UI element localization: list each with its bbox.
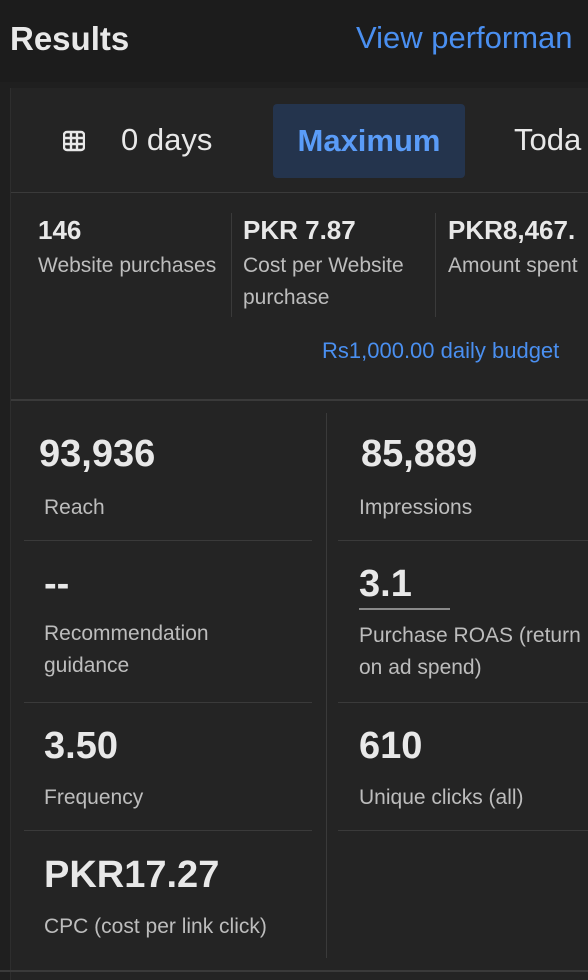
summary-label-line: purchase: [243, 286, 330, 309]
metric-label: Frequency: [44, 786, 144, 809]
metric-frequency[interactable]: 3.50 Frequency: [44, 725, 143, 814]
metric-label-line: guidance: [44, 654, 130, 677]
metric-value: 85,889: [361, 433, 478, 475]
metric-label: Recommendation guidance: [44, 618, 209, 682]
results-card: 0 days Maximum Toda 146 Website purchase…: [10, 88, 588, 980]
view-performance-link[interactable]: View performan: [356, 20, 573, 55]
bottom-divider: [0, 970, 588, 972]
page-title: Results: [10, 20, 130, 57]
tab-days[interactable]: 0 days: [121, 122, 213, 157]
summary-value: PKR 7.87: [243, 215, 356, 245]
tab-today[interactable]: Toda: [514, 122, 582, 157]
metric-value: --: [44, 563, 70, 605]
metric-label: Reach: [44, 496, 105, 519]
metric-value-wrap: 3.1: [359, 563, 581, 610]
row-divider: [24, 830, 312, 831]
metric-label-line: Purchase ROAS (return: [359, 624, 581, 647]
metric-label-line: on ad spend): [359, 656, 482, 679]
metric-reach[interactable]: 93,936 Reach: [39, 433, 155, 524]
summary-label: Cost per Website purchase: [243, 250, 404, 314]
metric-value: 610: [359, 725, 423, 767]
summary-metrics: 146 Website purchases PKR 7.87 Cost per …: [11, 193, 588, 401]
metric-purchase-roas[interactable]: 3.1 Purchase ROAS (return on ad spend): [359, 563, 581, 684]
row-divider: [338, 540, 588, 541]
summary-amount-spent[interactable]: PKR8,467. Amount spent: [448, 215, 578, 282]
row-divider: [338, 702, 588, 703]
header: Results View performan: [0, 0, 588, 82]
metric-label: CPC (cost per link click): [44, 915, 267, 938]
row-divider: [24, 540, 312, 541]
divider: [435, 213, 436, 317]
metric-recommendation-guidance[interactable]: -- Recommendation guidance: [44, 563, 209, 682]
metrics-grid: 93,936 Reach 85,889 Impressions -- Recom…: [11, 401, 588, 971]
column-divider: [326, 413, 327, 958]
metric-unique-clicks[interactable]: 610 Unique clicks (all): [359, 725, 524, 814]
metric-value: 93,936: [39, 433, 156, 475]
metric-label: Unique clicks (all): [359, 786, 524, 809]
metric-label: Impressions: [359, 496, 473, 519]
tab-maximum[interactable]: Maximum: [273, 104, 465, 178]
metric-label: Purchase ROAS (return on ad spend): [359, 620, 581, 684]
summary-value: PKR8,467.: [448, 215, 576, 245]
summary-label: Website purchases: [38, 254, 217, 277]
summary-cost-per-purchase[interactable]: PKR 7.87 Cost per Website purchase: [243, 215, 404, 314]
summary-label: Amount spent: [448, 254, 578, 277]
metric-value: 3.50: [44, 725, 118, 767]
metric-label-line: Recommendation: [44, 622, 209, 645]
metric-impressions[interactable]: 85,889 Impressions: [359, 433, 478, 524]
calendar-table-icon[interactable]: [63, 130, 85, 152]
metric-value: PKR17.27: [44, 854, 220, 896]
metric-value[interactable]: 3.1: [359, 563, 450, 610]
summary-value: 146: [38, 215, 82, 245]
summary-website-purchases[interactable]: 146 Website purchases: [38, 215, 216, 282]
row-divider: [338, 830, 588, 831]
daily-budget-link[interactable]: Rs1,000.00 daily budget: [322, 338, 560, 363]
divider: [231, 213, 232, 317]
row-divider: [24, 702, 312, 703]
date-range-tabs: 0 days Maximum Toda: [11, 88, 588, 193]
metric-cpc[interactable]: PKR17.27 CPC (cost per link click): [44, 854, 267, 943]
summary-label-line: Cost per Website: [243, 254, 404, 277]
